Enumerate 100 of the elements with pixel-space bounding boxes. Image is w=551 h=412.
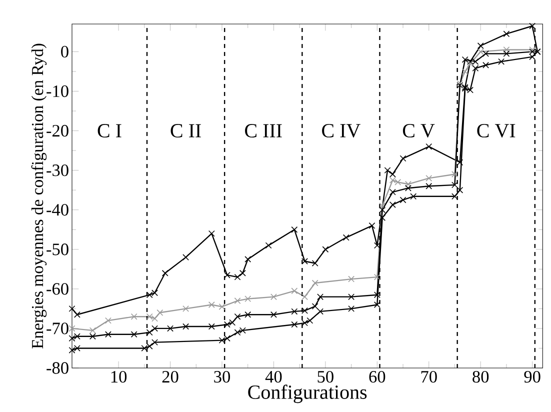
point [452, 193, 458, 200]
x-tick-label: 70 [421, 370, 437, 383]
point [156, 309, 164, 316]
point [404, 180, 412, 188]
x-tick-label: 80 [472, 370, 489, 383]
point [456, 159, 464, 166]
annotation: C II [170, 124, 201, 138]
point [270, 311, 277, 318]
point [389, 188, 396, 196]
point [503, 50, 510, 57]
point [208, 323, 215, 330]
y-tick-label: -30 [46, 164, 68, 176]
point [389, 201, 396, 208]
point [130, 313, 138, 320]
point [452, 182, 458, 188]
annotation: C III [245, 124, 282, 138]
y-tick-label: -80 [46, 362, 68, 374]
point [317, 294, 324, 300]
point [162, 270, 168, 276]
point [404, 184, 412, 192]
point [384, 167, 391, 174]
y-tick-label: 0 [61, 46, 68, 58]
point [312, 260, 318, 266]
point [379, 202, 386, 210]
x-tick-label: 40 [265, 370, 282, 383]
point [426, 182, 432, 190]
point [529, 54, 536, 60]
x-tick-label: 60 [369, 370, 386, 383]
point [130, 331, 138, 338]
point [410, 193, 417, 200]
point [291, 226, 298, 233]
point [104, 331, 112, 338]
point [426, 143, 432, 150]
point [529, 22, 536, 30]
point [374, 274, 380, 280]
y-axis-title: Energies moyennes de configuration (en Ryd) [31, 44, 47, 348]
point [348, 276, 355, 282]
point [503, 30, 510, 38]
point [348, 305, 355, 312]
x-axis-title: Configurations [248, 384, 367, 404]
point [244, 311, 252, 318]
annotation: C I [98, 124, 122, 138]
point [291, 308, 298, 315]
annotation: C IV [322, 124, 360, 138]
point [477, 48, 484, 55]
annotation: C V [402, 124, 435, 138]
point [182, 305, 190, 312]
point [389, 171, 396, 178]
point [146, 329, 153, 336]
point [234, 298, 241, 304]
x-tick-label: 10 [111, 370, 127, 383]
point [379, 214, 386, 221]
point [379, 206, 386, 214]
point [182, 323, 190, 330]
point [218, 303, 226, 310]
point [234, 274, 241, 280]
point [482, 50, 489, 57]
point [302, 307, 308, 314]
point [89, 333, 96, 340]
point [348, 294, 355, 300]
y-tick-label: -70 [46, 322, 68, 334]
point [302, 258, 308, 264]
x-tick-label: 20 [162, 370, 178, 383]
point [503, 46, 510, 53]
point [368, 222, 376, 229]
point [239, 270, 246, 276]
point [68, 305, 76, 312]
point [208, 302, 215, 308]
point [312, 303, 318, 310]
point [89, 327, 96, 334]
point [208, 230, 215, 237]
point [152, 339, 158, 346]
point [104, 317, 112, 324]
y-tick-label: -20 [46, 124, 68, 137]
point [291, 288, 298, 294]
point [498, 58, 505, 65]
point [167, 325, 174, 332]
point [234, 313, 241, 320]
x-tick-label: 90 [524, 370, 540, 383]
y-tick-label: -60 [46, 283, 68, 295]
point [462, 68, 468, 75]
point [374, 292, 380, 298]
point [152, 325, 158, 332]
point [265, 242, 272, 249]
point [224, 272, 230, 278]
point [400, 155, 406, 162]
point [456, 186, 464, 194]
point [452, 171, 458, 178]
point [291, 321, 298, 328]
point [426, 174, 432, 182]
point [482, 62, 489, 68]
annotation: C VI [477, 124, 516, 138]
y-tick-label: -10 [46, 85, 68, 98]
point [374, 302, 380, 308]
point [270, 294, 277, 300]
point [342, 234, 350, 241]
point [182, 254, 190, 261]
point [68, 325, 76, 332]
x-tick-label: 50 [318, 370, 334, 383]
point [400, 196, 406, 204]
